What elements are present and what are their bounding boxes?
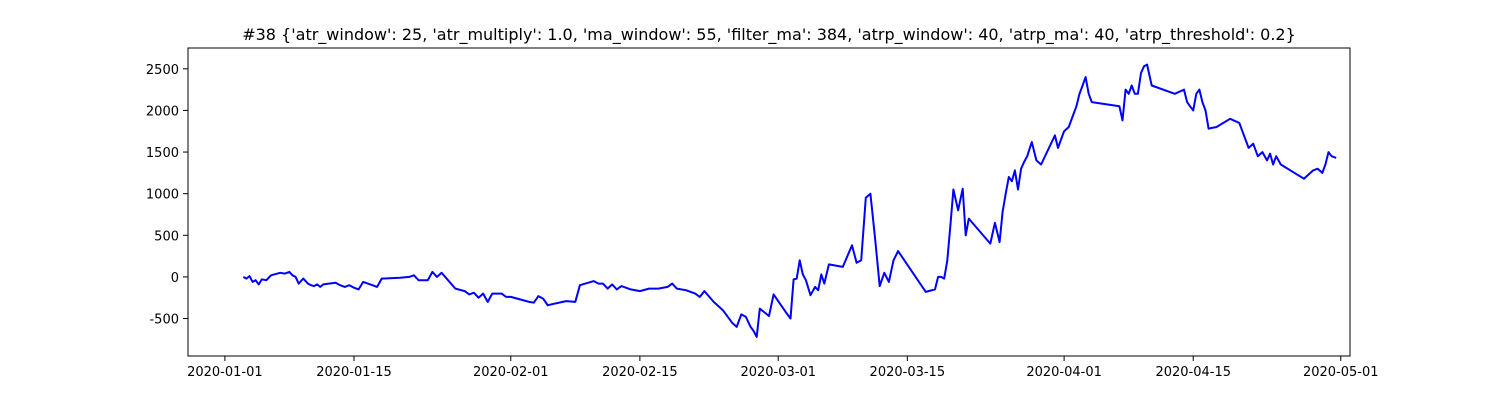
x-tick-label: 2020-03-01 — [740, 365, 816, 380]
y-axis: -500 0 500 1000 1500 2000 2500 — [146, 63, 188, 328]
x-tick-label: 2020-05-01 — [1303, 365, 1379, 380]
series-line — [242, 63, 1337, 338]
y-tick-label: 500 — [154, 229, 179, 244]
x-axis: 2020-01-01 2020-01-15 2020-02-01 2020-02-15… — [187, 356, 1379, 380]
x-tick-label: 2020-04-01 — [1026, 365, 1102, 380]
plot-frame — [187, 47, 1351, 357]
y-tick-label: 0 — [171, 271, 179, 286]
chart-title: #38 {'atr_window': 25, 'atr_multiply': 1… — [242, 25, 1296, 45]
y-tick-label: 2000 — [146, 104, 179, 119]
y-tick-label: 1000 — [146, 188, 179, 203]
x-tick-label: 2020-02-01 — [473, 365, 549, 380]
y-tick-label: -500 — [149, 313, 179, 328]
x-tick-label: 2020-03-15 — [870, 365, 946, 380]
x-tick-label: 2020-04-15 — [1155, 365, 1231, 380]
y-tick-label: 2500 — [146, 63, 179, 78]
x-tick-label: 2020-01-15 — [316, 365, 392, 380]
x-tick-label: 2020-01-01 — [187, 365, 263, 380]
y-tick-label: 1500 — [146, 146, 179, 161]
x-tick-label: 2020-02-15 — [602, 365, 678, 380]
